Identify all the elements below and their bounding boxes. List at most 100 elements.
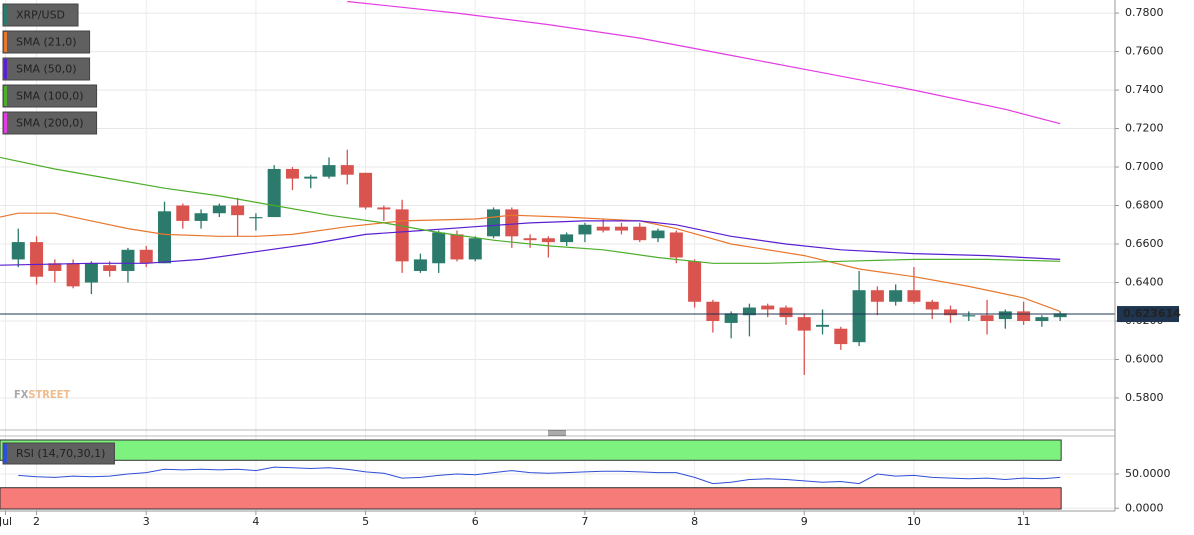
- legend-item: SMA (100,0): [2, 84, 98, 108]
- candle-body: [669, 232, 683, 258]
- legend-box: [2, 57, 91, 81]
- legend-item: SMA (50,0): [2, 57, 91, 81]
- candle-body: [30, 242, 44, 277]
- x-tick-label: 10: [907, 515, 921, 528]
- price-tag-label: 0.623614: [1123, 307, 1181, 320]
- y-tick-label: 0.6400: [1125, 276, 1164, 289]
- price-tag: [1117, 306, 1179, 323]
- y-tick-label: 0.7200: [1125, 122, 1164, 135]
- candle-body: [340, 165, 354, 175]
- candle-body: [450, 234, 464, 260]
- candle-body: [468, 238, 482, 260]
- candle-body: [285, 168, 299, 179]
- legend-swatch: [4, 113, 7, 133]
- legend-label: SMA (21,0): [16, 36, 77, 49]
- x-tick-label: 9: [801, 515, 808, 528]
- legend-box: [2, 442, 115, 465]
- candle-body: [834, 328, 848, 345]
- candle-body: [304, 176, 318, 179]
- legend-box: [2, 111, 98, 135]
- candle-body: [633, 226, 647, 241]
- legend-swatch: [4, 86, 7, 106]
- y-tick-label: 0.6600: [1125, 237, 1164, 250]
- legend-label: XRP/USD: [16, 9, 65, 22]
- candle-body: [249, 217, 263, 219]
- candle-body: [194, 213, 208, 221]
- candle-body: [139, 249, 153, 264]
- candle-body: [121, 249, 135, 271]
- candle-body: [706, 301, 720, 321]
- y-tick-label: 0.7800: [1125, 6, 1164, 19]
- candle-body: [578, 224, 592, 235]
- legend-box: [2, 84, 98, 108]
- x-tick-label: 5: [362, 515, 369, 528]
- candle-body: [487, 209, 501, 237]
- y-tick-label: 0.7600: [1125, 45, 1164, 58]
- x-tick-label: 8: [691, 515, 698, 528]
- y-tick-label: 0.0000: [1125, 501, 1164, 514]
- x-tick-label: 2: [33, 515, 40, 528]
- candle-body: [322, 165, 336, 177]
- candle-body: [724, 313, 738, 323]
- candle-body: [541, 238, 555, 243]
- candle-body: [907, 290, 921, 302]
- legend-swatch: [4, 444, 7, 463]
- legend-swatch: [4, 5, 7, 25]
- candle-body: [889, 290, 903, 302]
- x-tick-label: 4: [252, 515, 259, 528]
- candle-body: [596, 226, 610, 231]
- candle-body: [761, 305, 775, 310]
- candle-body: [212, 205, 226, 214]
- candle-body: [1035, 317, 1049, 321]
- candle-body: [779, 307, 793, 318]
- candle-body: [176, 205, 190, 221]
- candle-body: [962, 315, 976, 317]
- x-tick-label: 3: [143, 515, 150, 528]
- candle-body: [377, 207, 391, 210]
- watermark-part: FX: [14, 388, 29, 401]
- candle-body: [980, 315, 994, 321]
- candle-body: [413, 259, 427, 271]
- candle-body: [1017, 311, 1031, 321]
- candle-body: [359, 172, 373, 208]
- overbought-band: [0, 439, 1062, 461]
- watermark-part: STREET: [28, 388, 70, 401]
- rsi-line: [18, 466, 1061, 485]
- y-tick-label: 0.6800: [1125, 199, 1164, 212]
- y-tick-label: 0.7400: [1125, 83, 1164, 96]
- candle-body: [1053, 313, 1067, 318]
- candle-body: [998, 311, 1012, 320]
- candle-body: [523, 238, 537, 241]
- candle-body: [651, 230, 665, 239]
- candle-body: [103, 265, 117, 271]
- y-tick-label: 50.0000: [1125, 467, 1171, 480]
- candle-body: [66, 263, 80, 287]
- y-tick-label: 0.5800: [1125, 391, 1164, 404]
- y-tick-label: 0.7000: [1125, 160, 1164, 173]
- candle-body: [395, 209, 409, 262]
- oversold-band: [0, 487, 1062, 510]
- candle-body: [231, 205, 245, 216]
- legend-box: [2, 3, 79, 27]
- candle-body: [925, 301, 939, 310]
- candle-body: [816, 324, 830, 327]
- legend-item: RSI (14,70,30,1): [2, 442, 115, 465]
- x-tick-label: 6: [472, 515, 479, 528]
- candle-body: [870, 290, 884, 302]
- legend-swatch: [4, 32, 7, 52]
- legend-item: XRP/USD: [2, 3, 79, 27]
- x-tick-label: 11: [1017, 515, 1031, 528]
- candle-body: [48, 263, 62, 271]
- legend-swatch: [4, 59, 7, 79]
- candle-body: [11, 242, 25, 260]
- candle-body: [797, 317, 811, 331]
- candle-body: [158, 211, 172, 264]
- sma-line: [0, 156, 1061, 264]
- sma-line: [347, 0, 1061, 125]
- sma-line: [0, 220, 1061, 266]
- candle-body: [432, 232, 446, 264]
- candle-body: [505, 209, 519, 237]
- candle-body: [852, 290, 866, 343]
- legend-label: SMA (50,0): [16, 63, 77, 76]
- candle-body: [267, 168, 281, 218]
